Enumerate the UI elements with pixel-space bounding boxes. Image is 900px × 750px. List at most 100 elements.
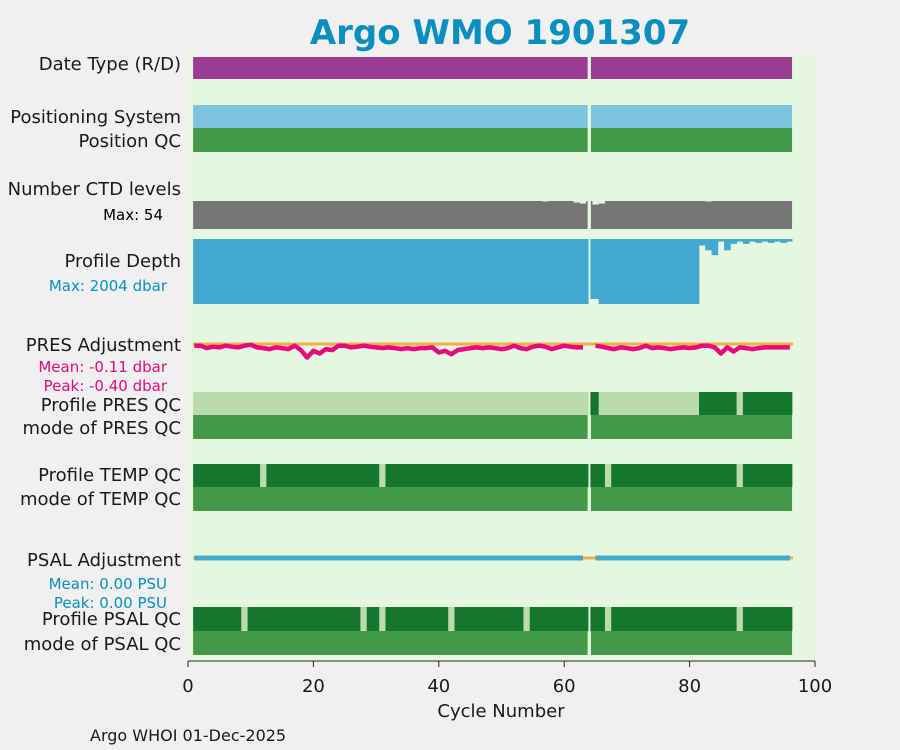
label-profile-pres-qc: Profile PRES QC <box>41 395 181 416</box>
x-tick-label-0: 0 <box>182 676 193 697</box>
depth-bar-cycle-70 <box>623 239 631 304</box>
depth-bar-cycle-48 <box>485 239 493 304</box>
depth-bar-cycle-34 <box>398 239 405 304</box>
depth-bar-cycle-90 <box>749 239 756 242</box>
profile-psal-qc-32-41 <box>385 607 449 631</box>
depth-gap-94.5 <box>779 295 782 304</box>
depth-bar-cycle-38 <box>423 239 430 304</box>
depth-bar-cycle-5 <box>216 239 223 304</box>
depth-bar-cycle-94 <box>774 239 781 242</box>
depth-bar-cycle-25 <box>341 239 349 304</box>
depth-bar-cycle-54 <box>523 239 531 304</box>
mode-pres-qc-bar-part1 <box>193 415 588 439</box>
depth-bar-cycle-23 <box>329 239 336 304</box>
depth-bar-cycle-71 <box>630 239 637 304</box>
depth-bar-cycle-51 <box>504 239 512 304</box>
depth-bar-cycle-24 <box>335 239 343 304</box>
depth-bar-cycle-32 <box>385 239 393 304</box>
depth-bar-cycle-18 <box>297 239 305 304</box>
pres-adjustment-line-1 <box>194 342 583 360</box>
depth-bar-cycle-57 <box>542 239 549 304</box>
depth-bar-cycle-53 <box>517 239 524 304</box>
label-pres-adjustment: PRES Adjustment <box>26 335 181 356</box>
depth-bar-cycle-11 <box>253 239 261 304</box>
depth-bar-cycle-9 <box>241 239 248 304</box>
depth-max: Max: 2004 dbar <box>49 277 168 295</box>
depth-bar-cycle-93 <box>767 239 775 243</box>
x-axis-label: Cycle Number <box>437 701 565 722</box>
profile-temp-qc-32-63 <box>385 464 589 487</box>
label-psal-adjustment: PSAL Adjustment <box>27 550 181 571</box>
profile-psal-qc-28-28 <box>360 607 367 631</box>
psal-peak: Peak: 0.00 PSU <box>54 594 167 612</box>
profile-psal-qc-31-31 <box>379 607 386 631</box>
depth-bar-cycle-49 <box>492 239 499 304</box>
depth-bar-cycle-79 <box>680 239 687 304</box>
plot-marks <box>193 57 794 655</box>
mode-temp-qc-bar-part1 <box>193 487 588 511</box>
depth-bar-cycle-13 <box>266 239 274 304</box>
depth-bar-cycle-85 <box>717 239 725 242</box>
profile-pres-qc-66-81 <box>598 392 700 415</box>
profile-psal-qc-10-27 <box>247 607 361 631</box>
depth-bar-cycle-66 <box>598 239 606 304</box>
depth-bar-cycle-29 <box>366 239 374 304</box>
depth-bar-cycle-46 <box>473 239 480 304</box>
depth-bar-cycle-22 <box>322 239 330 304</box>
depth-bar-cycle-60 <box>561 239 568 304</box>
profile-psal-qc-43-53 <box>454 607 524 631</box>
depth-bar-cycle-72 <box>636 239 643 304</box>
depth-bar-cycle-36 <box>410 239 418 304</box>
profile-psal-qc-29-30 <box>366 607 380 631</box>
profile-psal-qc-54-54 <box>523 607 531 631</box>
profile-pres-qc-82-87 <box>699 392 737 415</box>
depth-bar-cycle-80 <box>686 239 694 304</box>
profile-psal-qc-1-8 <box>193 607 242 631</box>
profile-temp-qc-31-31 <box>379 464 386 487</box>
depth-bar-cycle-14 <box>272 239 280 304</box>
ctd-dip-cycle-65 <box>592 201 599 205</box>
profile-temp-qc-67-67 <box>604 464 612 487</box>
depth-bar-cycle-56 <box>535 239 543 304</box>
x-tick-label-40: 40 <box>427 676 450 697</box>
profile-temp-qc-88-88 <box>736 464 744 487</box>
depth-bar-cycle-63 <box>579 239 589 304</box>
depth-bar-cycle-33 <box>391 239 399 304</box>
ctd-dip-cycle-83 <box>705 201 712 202</box>
depth-bar-cycle-17 <box>291 239 299 304</box>
depth-bar-cycle-95 <box>780 239 788 243</box>
label-profile-depth: Profile Depth <box>64 251 181 272</box>
profile-psal-qc-55-63 <box>529 607 589 631</box>
depth-bar-cycle-3 <box>203 239 211 304</box>
depth-bar-cycle-61 <box>567 239 575 304</box>
depth-bar-cycle-20 <box>310 239 317 304</box>
depth-bar-cycle-75 <box>655 239 662 304</box>
depth-bar-cycle-81 <box>692 239 700 304</box>
ctd-dip-cycle-66 <box>598 201 605 204</box>
depth-gap-90.5 <box>754 295 757 304</box>
depth-bar-cycle-47 <box>479 239 487 304</box>
mode-psal-qc-bar-part1 <box>193 631 588 655</box>
depth-bar-cycle-37 <box>416 239 424 304</box>
depth-bar-cycle-76 <box>661 239 669 304</box>
date-type-bar-part1 <box>193 57 588 79</box>
depth-bar-cycle-43 <box>454 239 462 304</box>
depth-bar-cycle-62 <box>573 239 581 304</box>
chart-title: Argo WMO 1901307 <box>310 13 690 53</box>
depth-bar-cycle-21 <box>316 239 324 304</box>
mode-temp-qc-bar-part2 <box>590 487 793 511</box>
ctd-dip-cycle-57 <box>542 201 549 202</box>
mode-psal-qc-bar-part2 <box>590 631 793 655</box>
depth-bar-cycle-7 <box>228 239 236 304</box>
profile-temp-qc-12-12 <box>260 464 267 487</box>
depth-bar-cycle-67 <box>604 239 612 304</box>
profile-temp-qc-65-66 <box>590 464 606 487</box>
ctd-dip-cycle-63 <box>579 201 587 204</box>
label-positioning-system: Positioning System <box>10 107 181 128</box>
x-tick-label-60: 60 <box>553 676 576 697</box>
depth-bar-cycle-26 <box>347 239 355 304</box>
profile-psal-qc-65-66 <box>590 607 606 631</box>
depth-bar-cycle-39 <box>429 239 437 304</box>
depth-bar-cycle-96 <box>786 239 793 242</box>
x-tick-label-20: 20 <box>302 676 325 697</box>
